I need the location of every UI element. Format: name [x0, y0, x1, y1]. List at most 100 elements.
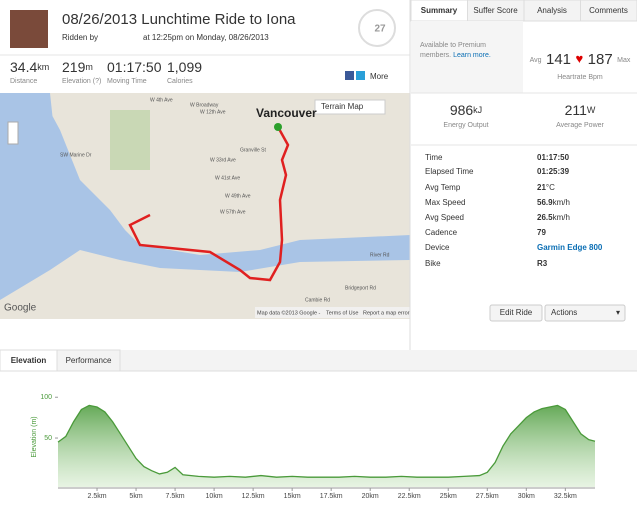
- power-value: 211: [565, 102, 588, 118]
- x-tick-label: 15km: [284, 493, 301, 500]
- premium-text: Available to Premium: [420, 42, 486, 49]
- street-label: W 57th Ave: [220, 209, 246, 215]
- stat-label: Moving Time: [107, 78, 147, 85]
- x-tick-label: 12.5km: [242, 493, 265, 500]
- detail-value: 26.5: [537, 213, 553, 222]
- heart-icon: ♥: [575, 51, 583, 66]
- terms-link[interactable]: Terms of Use: [326, 310, 358, 316]
- stat: 219m: [62, 59, 93, 75]
- avatar[interactable]: [10, 10, 48, 48]
- stat-label: Elevation (?): [62, 78, 101, 85]
- detail-label: Avg Temp: [425, 183, 461, 192]
- more-button[interactable]: More: [370, 72, 389, 81]
- street-label: W 49th Ave: [225, 193, 251, 199]
- stat: 34.4km: [10, 59, 49, 75]
- x-tick-label: 27.5km: [476, 493, 499, 500]
- edit-ride-label: Edit Ride: [500, 308, 533, 317]
- actions-label: Actions: [551, 308, 577, 317]
- detail-unit: °C: [546, 183, 555, 192]
- power-unit: W: [587, 105, 596, 115]
- zoom-control[interactable]: [8, 122, 18, 144]
- tab-label: Comments: [589, 6, 628, 15]
- street-label: Bridgeport Rd: [345, 285, 376, 291]
- x-tick-label: 25km: [440, 493, 457, 500]
- terrain-label: Terrain Map: [321, 102, 364, 111]
- power: 211W: [565, 102, 596, 118]
- detail-value: 56.9km/h: [537, 198, 570, 207]
- detail-value: Garmin Edge 800: [537, 243, 603, 252]
- stat-value: 219: [62, 59, 86, 75]
- ride-time: at 12:25pm on Monday, 08/26/2013: [143, 33, 269, 42]
- x-tick-label: 32.5km: [554, 493, 577, 500]
- detail-value: 26.5km/h: [537, 213, 570, 222]
- x-tick-label: 5km: [129, 493, 142, 500]
- heartrate-unit: Bpm: [588, 74, 603, 81]
- street-label: W 41st Ave: [215, 175, 240, 181]
- detail-label: Elapsed Time: [425, 167, 474, 176]
- y-axis-label: Elevation (m): [31, 416, 38, 457]
- stat: 1,099: [167, 59, 202, 75]
- stat-value: 34.4: [10, 59, 37, 75]
- detail-value: 56.9: [537, 198, 553, 207]
- twitter-icon[interactable]: [356, 71, 365, 80]
- stat-value: 1,099: [167, 59, 202, 75]
- detail-label: Device: [425, 243, 450, 252]
- tab-label: Summary: [421, 6, 458, 15]
- y-tick-label: 50: [44, 435, 52, 442]
- energy-unit: kJ: [473, 105, 482, 115]
- detail-label: Max Speed: [425, 198, 465, 207]
- tab-label: Analysis: [537, 6, 567, 15]
- detail-label: Avg Speed: [425, 213, 464, 222]
- map-park: [110, 110, 150, 170]
- detail-value: R3: [537, 259, 548, 268]
- city-label: Vancouver: [256, 106, 317, 120]
- attribution: Map data ©2013 Google -: [257, 309, 321, 316]
- energy: 986kJ: [450, 102, 482, 118]
- street-label: W 12th Ave: [200, 109, 226, 115]
- dropdown-arrow: ▾: [616, 308, 620, 317]
- heartrate-label: Heartrate Bpm: [557, 74, 603, 81]
- street-label: River Rd: [370, 252, 390, 258]
- street-label: SW Marine Dr: [60, 152, 92, 158]
- report-link[interactable]: Report a map error: [363, 310, 410, 316]
- x-tick-label: 7.5km: [166, 493, 185, 500]
- stat-label: Calories: [167, 78, 193, 85]
- street-label: W Broadway: [190, 102, 219, 108]
- ridden-by: Ridden by: [62, 33, 98, 42]
- elevation-fill: [58, 405, 595, 487]
- bottom-tab-label: Performance: [66, 356, 112, 365]
- stat-unit: km: [37, 62, 49, 72]
- tab-label: Suffer Score: [473, 6, 518, 15]
- stat-label: Distance: [10, 78, 37, 85]
- x-tick-label: 17.5km: [320, 493, 343, 500]
- bottom-tab-label: Elevation: [11, 356, 47, 365]
- energy-label: Energy Output: [443, 122, 488, 129]
- detail-value: 01:17:50: [537, 153, 570, 162]
- heartrate-values: Avg 141 ♥ 187 Max: [530, 51, 631, 68]
- detail-value: 01:17:50: [537, 153, 570, 162]
- premium-text: members.: [420, 52, 451, 59]
- max-heartrate: 187: [588, 51, 613, 68]
- street-label: Granville St: [240, 147, 266, 153]
- x-tick-label: 22.5km: [398, 493, 421, 500]
- power-label: Average Power: [556, 122, 604, 129]
- x-tick-label: 20km: [362, 493, 379, 500]
- y-tick-label: 100: [40, 394, 52, 401]
- detail-value: 79: [537, 228, 546, 237]
- heartrate-label: Heartrate: [557, 74, 586, 81]
- detail-label: Bike: [425, 259, 441, 268]
- learn-more-link[interactable]: Learn more.: [453, 52, 491, 59]
- stat: 01:17:50: [107, 59, 162, 75]
- avg-heartrate: 141: [546, 51, 571, 68]
- x-tick-label: 30km: [518, 493, 535, 500]
- premium-text: members. Learn more.: [420, 52, 491, 59]
- detail-value: 21°C: [537, 183, 555, 192]
- avg-label: Avg: [530, 57, 542, 64]
- street-label: Cambie Rd: [305, 297, 330, 303]
- map[interactable]: Terrain Map Vancouver Google Map data ©2…: [0, 93, 410, 319]
- stat-unit: m: [85, 62, 93, 72]
- facebook-icon[interactable]: [345, 71, 354, 80]
- detail-unit: km/h: [553, 213, 570, 222]
